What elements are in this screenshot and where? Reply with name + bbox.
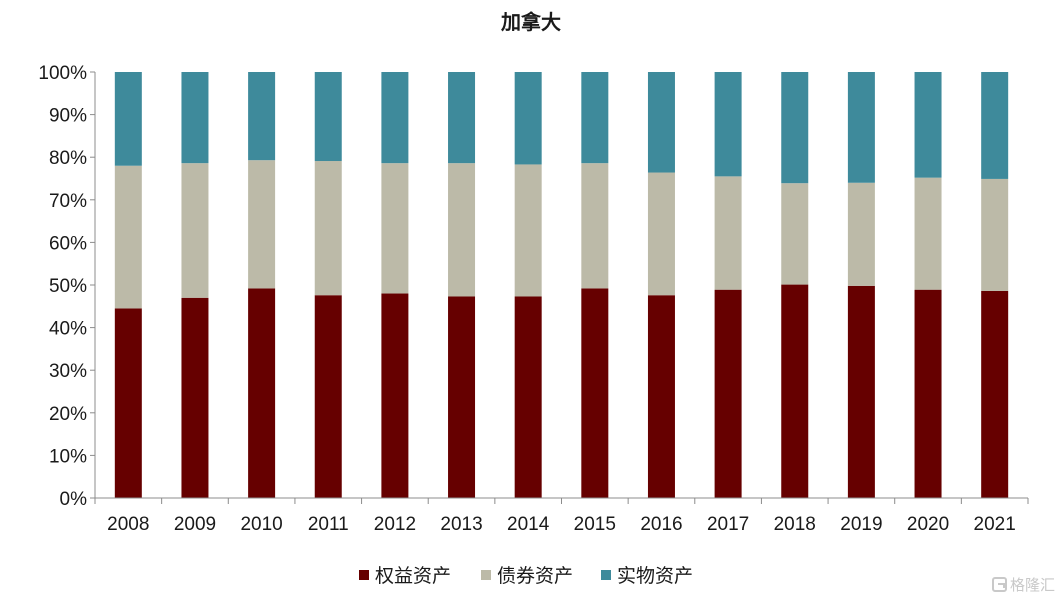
- bar-segment-2020-series-0: [914, 289, 942, 498]
- axes-layer: 0% 10% 20% 30% 40% 50% 60% 70% 80% 90% 100% 2008 200…: [38, 63, 1029, 535]
- bar-segment-2009-series-2: [181, 72, 209, 164]
- bar-segment-2011-series-2: [314, 72, 342, 162]
- bar-segment-2021-series-2: [981, 72, 1009, 179]
- bar-segment-2015-series-1: [581, 163, 609, 289]
- bar-segment-2018-series-0: [781, 284, 809, 498]
- x-tick-label: 2014: [507, 514, 550, 535]
- bar-segment-2009-series-1: [181, 163, 209, 298]
- bar-segment-2018-series-1: [781, 183, 809, 285]
- bar-segment-2019-series-1: [847, 182, 875, 286]
- bar-segment-2019-series-0: [847, 285, 875, 498]
- y-tick-label: 80%: [49, 148, 87, 169]
- bar-segment-2012-series-1: [381, 163, 409, 294]
- y-tick-label: 30%: [49, 361, 87, 382]
- bar-segment-2018-series-2: [781, 72, 809, 184]
- bar-segment-2008-series-0: [114, 308, 142, 498]
- x-tick-label: 2020: [907, 514, 949, 535]
- bar-segment-2016-series-2: [647, 72, 675, 173]
- watermark-text: 格隆汇: [1009, 576, 1055, 594]
- legend-label-0: 权益资产: [375, 565, 451, 587]
- y-tick-label: 60%: [49, 233, 87, 254]
- legend-swatch-1: [481, 570, 491, 580]
- watermark: 格隆汇: [991, 574, 1055, 595]
- legend-swatch-2: [601, 570, 611, 580]
- y-tick-label: 70%: [49, 191, 87, 212]
- bar-segment-2008-series-2: [114, 72, 142, 166]
- y-tick-label: 50%: [49, 276, 87, 297]
- legend-label-1: 债券资产: [497, 565, 573, 587]
- y-tick-label: 0%: [60, 489, 88, 510]
- bar-segment-2012-series-0: [381, 293, 409, 498]
- watermark-logo-icon: [991, 577, 1007, 592]
- x-tick-label: 2015: [574, 514, 616, 535]
- x-tick-label: 2011: [308, 514, 349, 535]
- x-tick-label: 2013: [440, 514, 482, 535]
- bar-segment-2016-series-0: [647, 295, 675, 498]
- bar-segment-2015-series-0: [581, 288, 609, 498]
- bars-layer: [114, 72, 1009, 498]
- bar-segment-2014-series-2: [514, 72, 542, 165]
- bar-segment-2011-series-0: [314, 295, 342, 498]
- bar-segment-2020-series-1: [914, 177, 942, 290]
- legend-swatch-0: [359, 570, 369, 580]
- legend-label-2: 实物资产: [617, 565, 693, 587]
- bar-segment-2008-series-1: [114, 165, 142, 309]
- x-tick-label: 2012: [374, 514, 416, 535]
- y-tick-label: 20%: [49, 404, 87, 425]
- bar-segment-2012-series-2: [381, 72, 409, 164]
- bar-segment-2011-series-1: [314, 161, 342, 296]
- bar-segment-2013-series-2: [448, 72, 476, 164]
- x-tick-label: 2017: [707, 514, 749, 535]
- y-tick-label: 100%: [38, 63, 87, 84]
- x-tick-label: 2016: [640, 514, 682, 535]
- bar-segment-2010-series-1: [248, 160, 276, 289]
- y-tick-label: 10%: [49, 446, 87, 467]
- y-tick-label: 40%: [49, 319, 87, 340]
- bar-segment-2016-series-1: [647, 172, 675, 296]
- bar-segment-2015-series-2: [581, 72, 609, 164]
- bar-segment-2009-series-0: [181, 297, 209, 498]
- bar-segment-2017-series-1: [714, 176, 742, 290]
- x-tick-label: 2021: [974, 514, 1016, 535]
- bar-segment-2017-series-2: [714, 72, 742, 177]
- x-tick-label: 2018: [774, 514, 816, 535]
- bar-segment-2021-series-1: [981, 178, 1009, 291]
- bar-segment-2019-series-2: [847, 72, 875, 183]
- y-tick-label: 90%: [49, 106, 87, 127]
- x-tick-label: 2009: [174, 514, 216, 535]
- bar-segment-2013-series-1: [448, 163, 476, 297]
- bar-segment-2010-series-2: [248, 72, 276, 161]
- chart-title: 加拿大: [500, 10, 561, 34]
- bar-segment-2017-series-0: [714, 289, 742, 498]
- bar-segment-2014-series-1: [514, 164, 542, 297]
- bar-segment-2021-series-0: [981, 290, 1009, 498]
- bar-segment-2010-series-0: [248, 288, 276, 498]
- bar-segment-2020-series-2: [914, 72, 942, 178]
- bar-segment-2014-series-0: [514, 296, 542, 498]
- legend: 权益资产 债券资产 实物资产: [359, 565, 693, 587]
- x-tick-label: 2019: [840, 514, 882, 535]
- x-tick-label: 2008: [107, 514, 149, 535]
- x-tick-label: 2010: [240, 514, 282, 535]
- bar-segment-2013-series-0: [448, 296, 476, 498]
